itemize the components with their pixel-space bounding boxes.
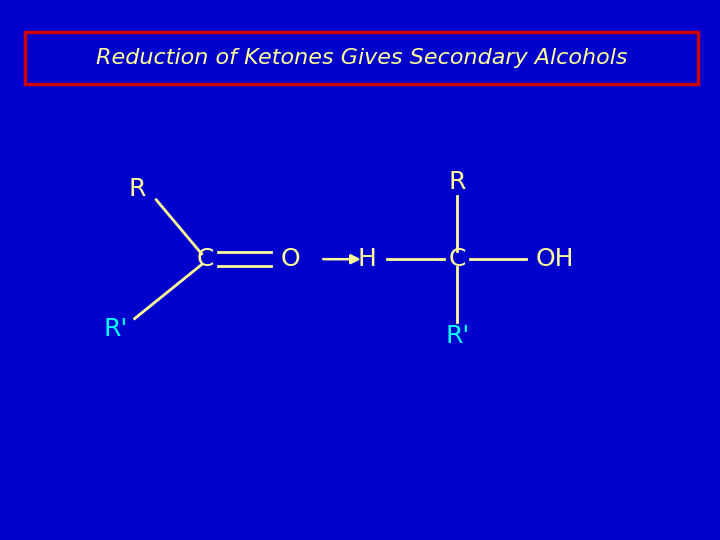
Text: C: C [197, 247, 214, 271]
Text: R': R' [103, 318, 127, 341]
Text: Reduction of Ketones Gives Secondary Alcohols: Reduction of Ketones Gives Secondary Alc… [96, 48, 628, 68]
Text: R': R' [445, 325, 469, 348]
Text: H: H [358, 247, 377, 271]
Text: O: O [280, 247, 300, 271]
FancyBboxPatch shape [25, 32, 698, 84]
Text: C: C [449, 247, 466, 271]
Text: R: R [449, 170, 466, 194]
Text: OH: OH [535, 247, 574, 271]
Text: R: R [128, 177, 145, 201]
